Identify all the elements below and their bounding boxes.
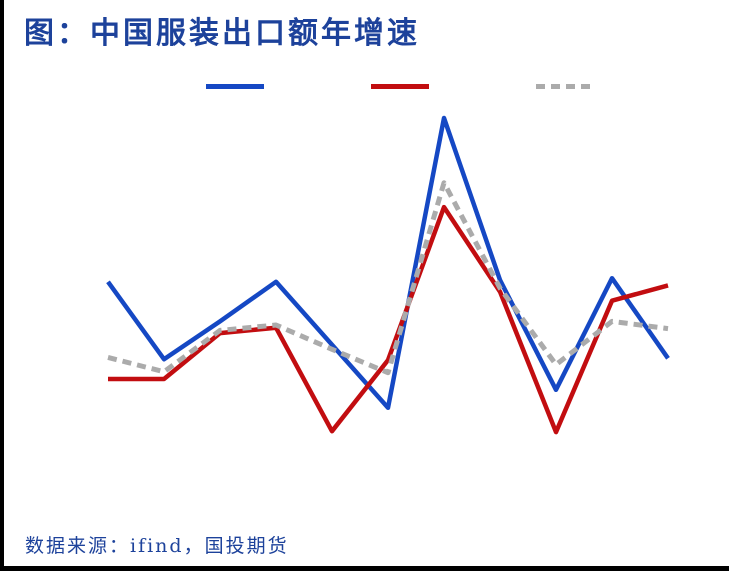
red-series — [108, 204, 669, 435]
left-edge-rule — [0, 0, 4, 571]
bottom-edge-rule — [0, 566, 729, 571]
gray-dashed-series — [107, 180, 669, 376]
chart-title: 图：中国服装出口额年增速 — [24, 16, 420, 51]
legend-swatch-blue-line — [206, 84, 264, 89]
data-source-note: 数据来源：ifind，国投期货 — [25, 535, 289, 557]
legend-swatch-red-line — [371, 84, 429, 89]
legend-swatch-gray-dashed-line — [536, 84, 594, 89]
